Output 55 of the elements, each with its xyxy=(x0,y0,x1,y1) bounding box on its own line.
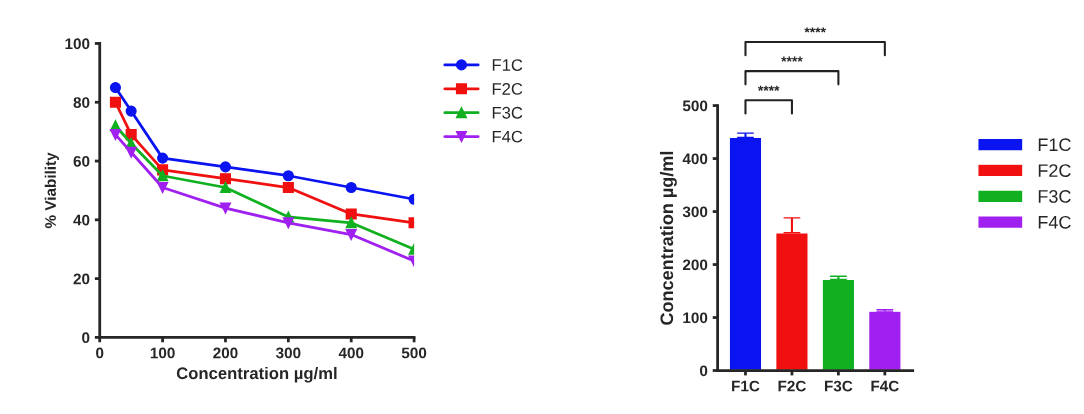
legend-label: F4C xyxy=(492,130,523,143)
y-axis-title: % Viability xyxy=(44,152,59,229)
point xyxy=(345,228,357,241)
y-axis-title: Concentration µg/ml xyxy=(659,151,677,325)
legend-label: F2C xyxy=(1038,164,1071,177)
text: **** xyxy=(757,85,780,91)
y-tick-label: 100 xyxy=(683,312,708,324)
y-tick-label: 40 xyxy=(73,214,90,226)
point xyxy=(219,173,232,185)
y-tick-label: 20 xyxy=(73,273,90,285)
y-tick-label: 300 xyxy=(682,206,708,218)
legend-label: F2C xyxy=(492,82,523,95)
point xyxy=(345,217,357,229)
x-tick-label: 300 xyxy=(275,347,301,359)
x-tick-label: F4C xyxy=(871,380,899,392)
point xyxy=(282,170,294,182)
point xyxy=(109,82,122,94)
y-tick-label: 400 xyxy=(682,153,708,165)
x-tick-label: F2C xyxy=(778,380,806,392)
y-tick-label: 100 xyxy=(65,38,90,50)
point xyxy=(157,181,169,194)
text: **** xyxy=(781,56,803,62)
x-tick-label: F1C xyxy=(732,380,760,392)
y-tick-label: 500 xyxy=(682,100,708,112)
point xyxy=(282,181,294,194)
x-tick-label: 0 xyxy=(96,347,104,359)
y-tick-label: 0 xyxy=(82,332,90,344)
y-tick-label: 0 xyxy=(699,365,708,377)
text: **** xyxy=(804,27,826,33)
x-tick-label: F3C xyxy=(824,380,853,392)
point xyxy=(282,217,294,229)
legend-label: F1C xyxy=(1038,138,1071,152)
x-tick-label: 400 xyxy=(338,347,364,359)
point xyxy=(125,146,137,158)
legend-label: F1C xyxy=(492,59,523,71)
point xyxy=(125,105,137,117)
point xyxy=(219,181,232,194)
point xyxy=(157,170,169,182)
y-tick-label: 80 xyxy=(73,97,90,108)
legend-label: F3C xyxy=(492,106,523,119)
legend-label: F3C xyxy=(1038,190,1071,203)
x-tick-label: 100 xyxy=(150,347,175,359)
point xyxy=(157,152,169,164)
point xyxy=(345,208,357,220)
y-tick-label: 60 xyxy=(73,155,90,167)
point xyxy=(219,202,232,214)
y-tick-label: 200 xyxy=(682,259,708,271)
legend-label: F4C xyxy=(1038,215,1071,229)
point xyxy=(345,181,357,194)
x-tick-label: 200 xyxy=(213,347,238,359)
x-tick-label: 500 xyxy=(401,347,427,359)
point xyxy=(109,96,122,108)
point xyxy=(109,129,122,141)
x-axis-title: Concentration µg/ml xyxy=(176,366,337,383)
point xyxy=(219,161,232,173)
